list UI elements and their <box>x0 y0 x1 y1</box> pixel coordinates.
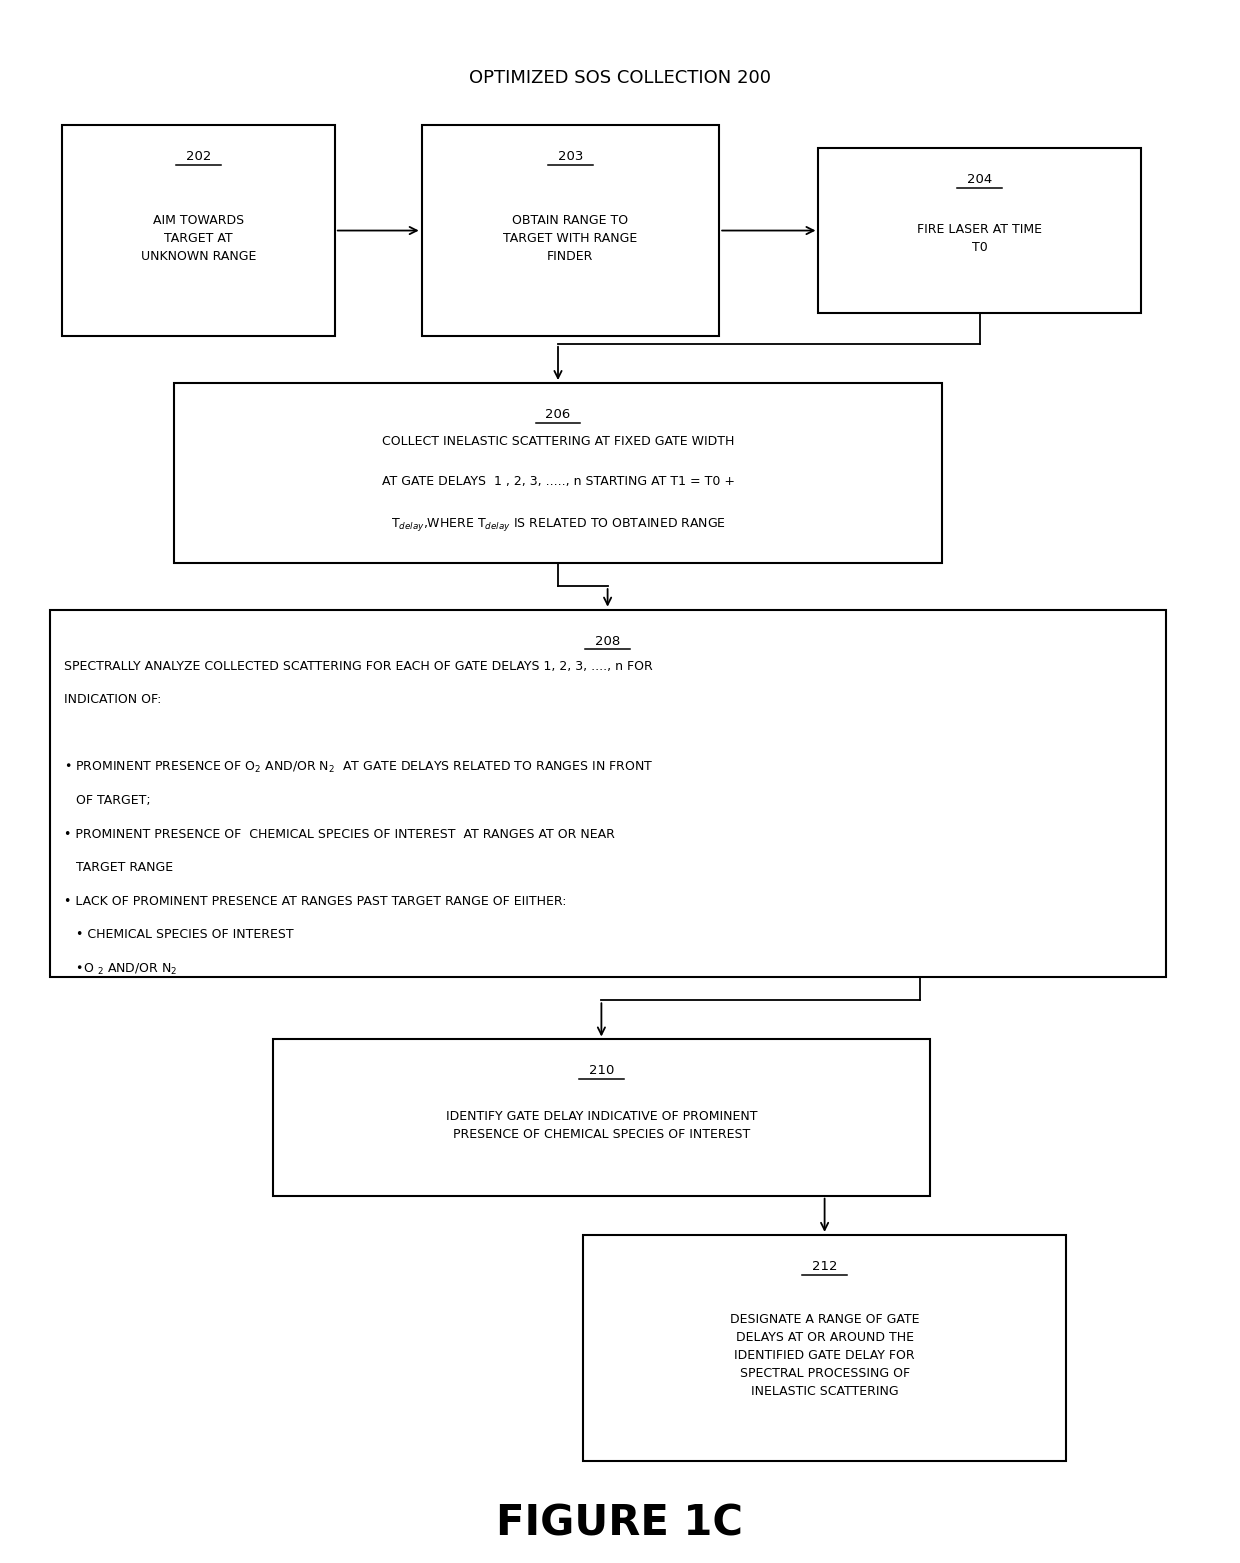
Text: 210: 210 <box>589 1064 614 1077</box>
Text: OBTAIN RANGE TO
TARGET WITH RANGE
FINDER: OBTAIN RANGE TO TARGET WITH RANGE FINDER <box>503 214 637 263</box>
Text: 206: 206 <box>546 408 570 420</box>
Text: 208: 208 <box>595 635 620 647</box>
Bar <box>818 148 1141 313</box>
Text: OPTIMIZED SOS COLLECTION 200: OPTIMIZED SOS COLLECTION 200 <box>469 69 771 88</box>
Text: FIGURE 1C: FIGURE 1C <box>496 1504 744 1544</box>
Text: •O $_{2}$ AND/OR N$_2$: •O $_{2}$ AND/OR N$_2$ <box>64 963 177 977</box>
Text: FIRE LASER AT TIME
T0: FIRE LASER AT TIME T0 <box>918 224 1042 253</box>
Text: AT GATE DELAYS  1 , 2, 3, ....., n STARTING AT T1 = T0 +: AT GATE DELAYS 1 , 2, 3, ....., n STARTI… <box>382 475 734 488</box>
Text: AIM TOWARDS
TARGET AT
UNKNOWN RANGE: AIM TOWARDS TARGET AT UNKNOWN RANGE <box>140 214 257 263</box>
Text: COLLECT INELASTIC SCATTERING AT FIXED GATE WIDTH: COLLECT INELASTIC SCATTERING AT FIXED GA… <box>382 435 734 447</box>
Text: IDENTIFY GATE DELAY INDICATIVE OF PROMINENT
PRESENCE OF CHEMICAL SPECIES OF INTE: IDENTIFY GATE DELAY INDICATIVE OF PROMIN… <box>445 1110 758 1141</box>
Bar <box>273 1039 930 1196</box>
Text: DESIGNATE A RANGE OF GATE
DELAYS AT OR AROUND THE
IDENTIFIED GATE DELAY FOR
SPEC: DESIGNATE A RANGE OF GATE DELAYS AT OR A… <box>730 1313 919 1399</box>
Text: OF TARGET;: OF TARGET; <box>64 794 151 807</box>
Bar <box>583 1235 1066 1461</box>
Bar <box>62 125 335 336</box>
Bar <box>174 383 942 563</box>
Text: TARGET RANGE: TARGET RANGE <box>64 861 174 874</box>
Text: • PROMINENT PRESENCE OF  CHEMICAL SPECIES OF INTEREST  AT RANGES AT OR NEAR: • PROMINENT PRESENCE OF CHEMICAL SPECIES… <box>64 828 615 841</box>
Text: 204: 204 <box>967 173 992 186</box>
Text: SPECTRALLY ANALYZE COLLECTED SCATTERING FOR EACH OF GATE DELAYS 1, 2, 3, ...., n: SPECTRALLY ANALYZE COLLECTED SCATTERING … <box>64 660 653 672</box>
Text: • CHEMICAL SPECIES OF INTEREST: • CHEMICAL SPECIES OF INTEREST <box>64 928 294 941</box>
Text: INDICATION OF:: INDICATION OF: <box>64 694 162 706</box>
Text: T$_{delay}$,WHERE T$_{delay}$ IS RELATED TO OBTAINED RANGE: T$_{delay}$,WHERE T$_{delay}$ IS RELATED… <box>391 516 725 533</box>
Text: 202: 202 <box>186 150 211 163</box>
Text: 203: 203 <box>558 150 583 163</box>
Text: 212: 212 <box>812 1260 837 1272</box>
Text: • PROMINENT PRESENCE OF O$_2$ AND/OR N$_2$  AT GATE DELAYS RELATED TO RANGES IN : • PROMINENT PRESENCE OF O$_2$ AND/OR N$_… <box>64 761 653 775</box>
Text: • LACK OF PROMINENT PRESENCE AT RANGES PAST TARGET RANGE OF EIITHER:: • LACK OF PROMINENT PRESENCE AT RANGES P… <box>64 894 567 908</box>
Bar <box>50 610 1166 977</box>
Bar <box>422 125 719 336</box>
